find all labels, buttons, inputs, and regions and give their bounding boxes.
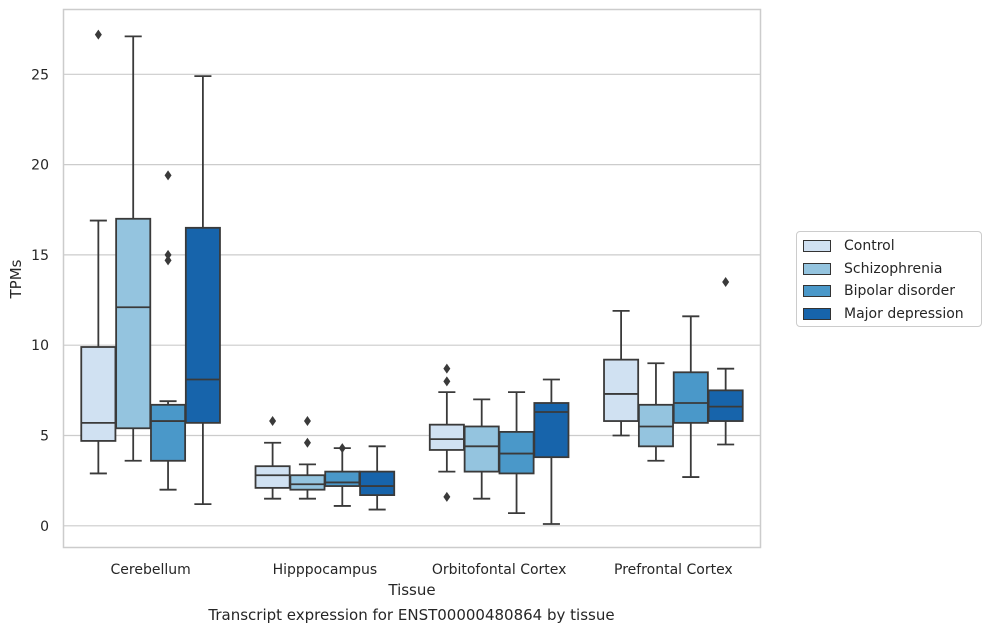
box-body bbox=[533, 402, 570, 459]
legend-item: Bipolar disorder bbox=[797, 280, 981, 303]
box-control bbox=[428, 363, 465, 502]
chart-caption: Transcript expression for ENST0000048086… bbox=[208, 606, 615, 624]
legend-label: Control bbox=[844, 238, 895, 255]
box-major-depression bbox=[707, 276, 744, 446]
box-body bbox=[115, 217, 152, 430]
x-axis-label: Tissue bbox=[387, 581, 435, 599]
box-body bbox=[463, 425, 500, 473]
box-bipolar-disorder bbox=[324, 443, 361, 507]
box-body bbox=[289, 474, 326, 491]
box-bipolar-disorder bbox=[672, 315, 709, 478]
x-tick-label: Prefrontal Cortex bbox=[614, 562, 733, 578]
legend-item: Control bbox=[797, 235, 981, 258]
legend-item: Schizophrenia bbox=[797, 258, 981, 281]
box-body bbox=[324, 470, 361, 487]
box-schizophrenia bbox=[115, 35, 152, 462]
box-body bbox=[707, 389, 744, 422]
x-tick-label: Hipppocampus bbox=[273, 562, 378, 578]
legend: Control Schizophrenia Bipolar disorder Majo… bbox=[796, 231, 982, 327]
outlier-point bbox=[443, 491, 451, 502]
outlier-point bbox=[722, 276, 730, 287]
y-tick-label: 20 bbox=[31, 158, 49, 174]
box-control bbox=[80, 29, 117, 475]
outlier-point bbox=[303, 416, 311, 427]
box-bipolar-disorder bbox=[150, 170, 187, 491]
box-body bbox=[254, 465, 291, 489]
outlier-point bbox=[443, 376, 451, 387]
y-axis-label: TPMs bbox=[7, 259, 25, 299]
box-body bbox=[603, 358, 640, 422]
box-major-depression bbox=[533, 378, 570, 525]
outlier-point bbox=[269, 416, 277, 427]
outlier-point bbox=[164, 255, 172, 266]
box-body bbox=[359, 470, 396, 496]
legend-item: Major depression bbox=[797, 303, 981, 326]
legend-label: Bipolar disorder bbox=[844, 283, 956, 300]
box-body bbox=[184, 226, 221, 424]
outlier-point bbox=[164, 249, 172, 260]
box-major-depression bbox=[184, 75, 221, 506]
y-tick-label: 0 bbox=[40, 519, 49, 535]
outlier-point bbox=[338, 443, 346, 454]
legend-label: Major depression bbox=[844, 305, 964, 322]
y-tick-label: 10 bbox=[31, 338, 49, 354]
box-control bbox=[254, 416, 291, 500]
box-body bbox=[672, 371, 709, 424]
outlier-point bbox=[303, 437, 311, 448]
box-body bbox=[80, 346, 117, 442]
y-tick-label: 25 bbox=[31, 67, 49, 83]
legend-swatch bbox=[803, 240, 831, 253]
legend-label: Schizophrenia bbox=[844, 260, 943, 277]
box-body bbox=[637, 403, 674, 448]
legend-swatch bbox=[803, 285, 831, 298]
box-body bbox=[498, 430, 535, 475]
box-body bbox=[150, 403, 187, 462]
x-tick-label: Orbitofontal Cortex bbox=[432, 562, 567, 578]
box-schizophrenia bbox=[463, 398, 500, 500]
outlier-point bbox=[443, 363, 451, 374]
box-control bbox=[603, 309, 640, 437]
legend-swatch bbox=[803, 262, 831, 275]
x-tick-labels: Cerebellum Hipppocampus Orbitofontal Corte… bbox=[111, 562, 733, 578]
boxes bbox=[80, 29, 744, 525]
box-major-depression bbox=[359, 445, 396, 511]
outlier-point bbox=[94, 29, 102, 40]
box-body bbox=[428, 423, 465, 451]
x-tick-label: Cerebellum bbox=[111, 562, 191, 578]
legend-swatch bbox=[803, 307, 831, 320]
box-schizophrenia bbox=[637, 362, 674, 462]
box-bipolar-disorder bbox=[498, 391, 535, 515]
outlier-point bbox=[164, 170, 172, 181]
y-tick-label: 5 bbox=[40, 429, 49, 445]
y-tick-label: 15 bbox=[31, 248, 49, 264]
y-tick-labels: 0 5 10 15 20 25 bbox=[31, 67, 49, 535]
